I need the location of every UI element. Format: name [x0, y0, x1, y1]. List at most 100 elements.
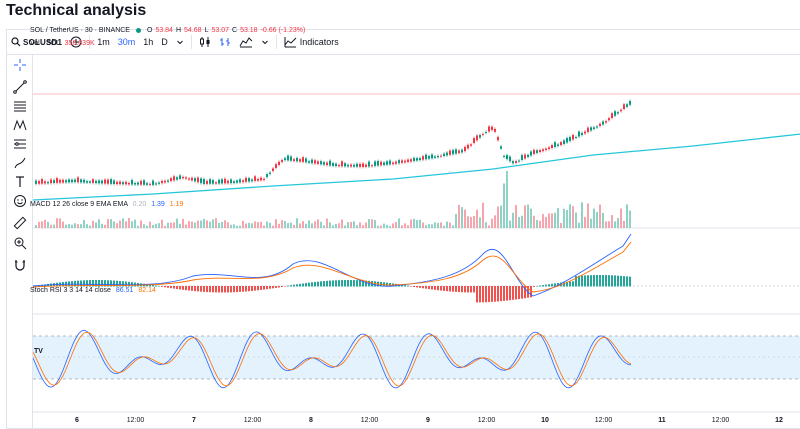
candle-body	[83, 179, 85, 183]
macd-label: MACD 12 26 close 9 EMA EMA	[30, 201, 128, 208]
candle-body	[65, 180, 67, 183]
candle-body	[512, 161, 514, 164]
volume-bar	[293, 224, 295, 228]
macd-hist-bar	[629, 276, 631, 287]
timeframe-30m[interactable]: 30m	[117, 37, 136, 47]
candle-body	[134, 183, 136, 185]
candle-body	[548, 147, 550, 149]
search-icon	[11, 37, 21, 47]
macd-hist-bar	[611, 275, 613, 287]
volume-bar	[287, 222, 289, 228]
trend-line-tool[interactable]	[10, 78, 30, 96]
volume-bar	[191, 221, 193, 228]
macd-hist-bar	[323, 281, 325, 287]
macd-hist-bar	[86, 280, 88, 287]
candle-body	[398, 160, 400, 164]
volume-bar	[353, 221, 355, 228]
candle-body	[584, 131, 586, 134]
text-tool[interactable]	[10, 173, 30, 191]
volume-bar	[620, 208, 622, 228]
volume-bar	[248, 222, 250, 228]
candle-body	[104, 179, 106, 184]
high-label: H	[175, 27, 182, 34]
zoom-tool[interactable]	[10, 234, 30, 252]
timeframe-d[interactable]: D	[161, 37, 168, 47]
volume-bar	[470, 217, 472, 228]
volume-bar	[302, 221, 304, 228]
candle-body	[278, 161, 280, 165]
text-icon	[16, 176, 24, 187]
open-label: O	[146, 27, 153, 34]
macd-hist-bar	[428, 286, 430, 290]
volume-bar	[605, 221, 607, 228]
compare-button[interactable]	[66, 30, 86, 54]
indicators-button[interactable]: Indicators	[280, 30, 343, 54]
chart-type-area[interactable]	[235, 30, 257, 54]
candle-body	[296, 157, 298, 162]
chart-type-bars[interactable]	[215, 30, 235, 54]
volume-bar	[530, 208, 532, 228]
chart-type-dropdown[interactable]	[257, 30, 273, 54]
macd-hist-bar	[542, 285, 544, 287]
candle-body	[113, 180, 115, 184]
volume-bar	[482, 202, 484, 228]
macd-hist-bar	[581, 275, 583, 287]
candle-body	[293, 159, 295, 161]
macd-hist-bar	[113, 280, 115, 287]
volume-bar	[629, 210, 631, 228]
volume-bar	[137, 225, 139, 228]
macd-hist-bar	[344, 280, 346, 287]
macd-hist-bar	[128, 281, 130, 287]
projection-tool[interactable]	[10, 135, 30, 153]
volume-bar	[41, 221, 43, 228]
candle-body	[383, 162, 385, 165]
tradingview-logo-icon[interactable]: TV	[34, 348, 43, 355]
pattern-tool[interactable]	[10, 116, 30, 134]
fib-tool[interactable]	[10, 97, 30, 115]
macd-hist-bar	[242, 286, 244, 292]
candle-body	[623, 104, 625, 109]
emoji-tool[interactable]	[10, 192, 30, 210]
symbol-search[interactable]: SOLUSD1	[7, 30, 66, 54]
price-chart[interactable]: 6 12:00 7 12:00 8 12:00 9 12:00 10 12:00 11 12:00 12	[33, 54, 800, 429]
macd-hist-bar	[173, 286, 175, 289]
volume-bar	[107, 219, 109, 228]
brush-tool[interactable]	[10, 154, 30, 172]
macd-hist-bar	[506, 286, 508, 301]
volume-bar	[143, 224, 145, 228]
volume-bar	[341, 219, 343, 228]
macd-hist-bar	[476, 286, 478, 303]
volume-bar	[611, 215, 613, 228]
candle-body	[182, 176, 184, 179]
volume-bar	[269, 222, 271, 228]
candle-body	[107, 179, 109, 184]
candle-body	[434, 156, 436, 158]
candle-body	[377, 160, 379, 166]
candle-body	[533, 149, 535, 154]
chart-type-candles[interactable]	[195, 30, 215, 54]
candle-body	[590, 127, 592, 131]
magnet-tool[interactable]	[10, 256, 30, 274]
candle-body	[605, 121, 607, 123]
stoch-d-value: 82.14	[138, 287, 156, 294]
macd-hist-bar	[623, 276, 625, 287]
macd-hist-bar	[410, 286, 412, 287]
volume-bar	[419, 219, 421, 228]
macd-hist-bar	[548, 284, 550, 287]
macd-hist-bar	[116, 280, 118, 287]
ruler-tool[interactable]	[10, 214, 30, 232]
timeframe-dropdown[interactable]	[172, 30, 188, 54]
macd-hist-bar	[524, 286, 526, 299]
macd-hist-bar	[620, 275, 622, 287]
crosshair-tool[interactable]	[10, 56, 30, 74]
volume-bar	[131, 221, 133, 228]
macd-hist-bar	[530, 286, 532, 298]
timeframe-1m[interactable]: 1m	[97, 37, 110, 47]
macd-hist-bar	[170, 286, 172, 289]
volume-bar	[182, 218, 184, 228]
candle-body	[110, 179, 112, 184]
volume-bar	[443, 225, 445, 228]
timeframe-1h[interactable]: 1h	[143, 37, 154, 47]
indicators-label: Indicators	[299, 37, 339, 47]
candle-body	[329, 160, 331, 166]
